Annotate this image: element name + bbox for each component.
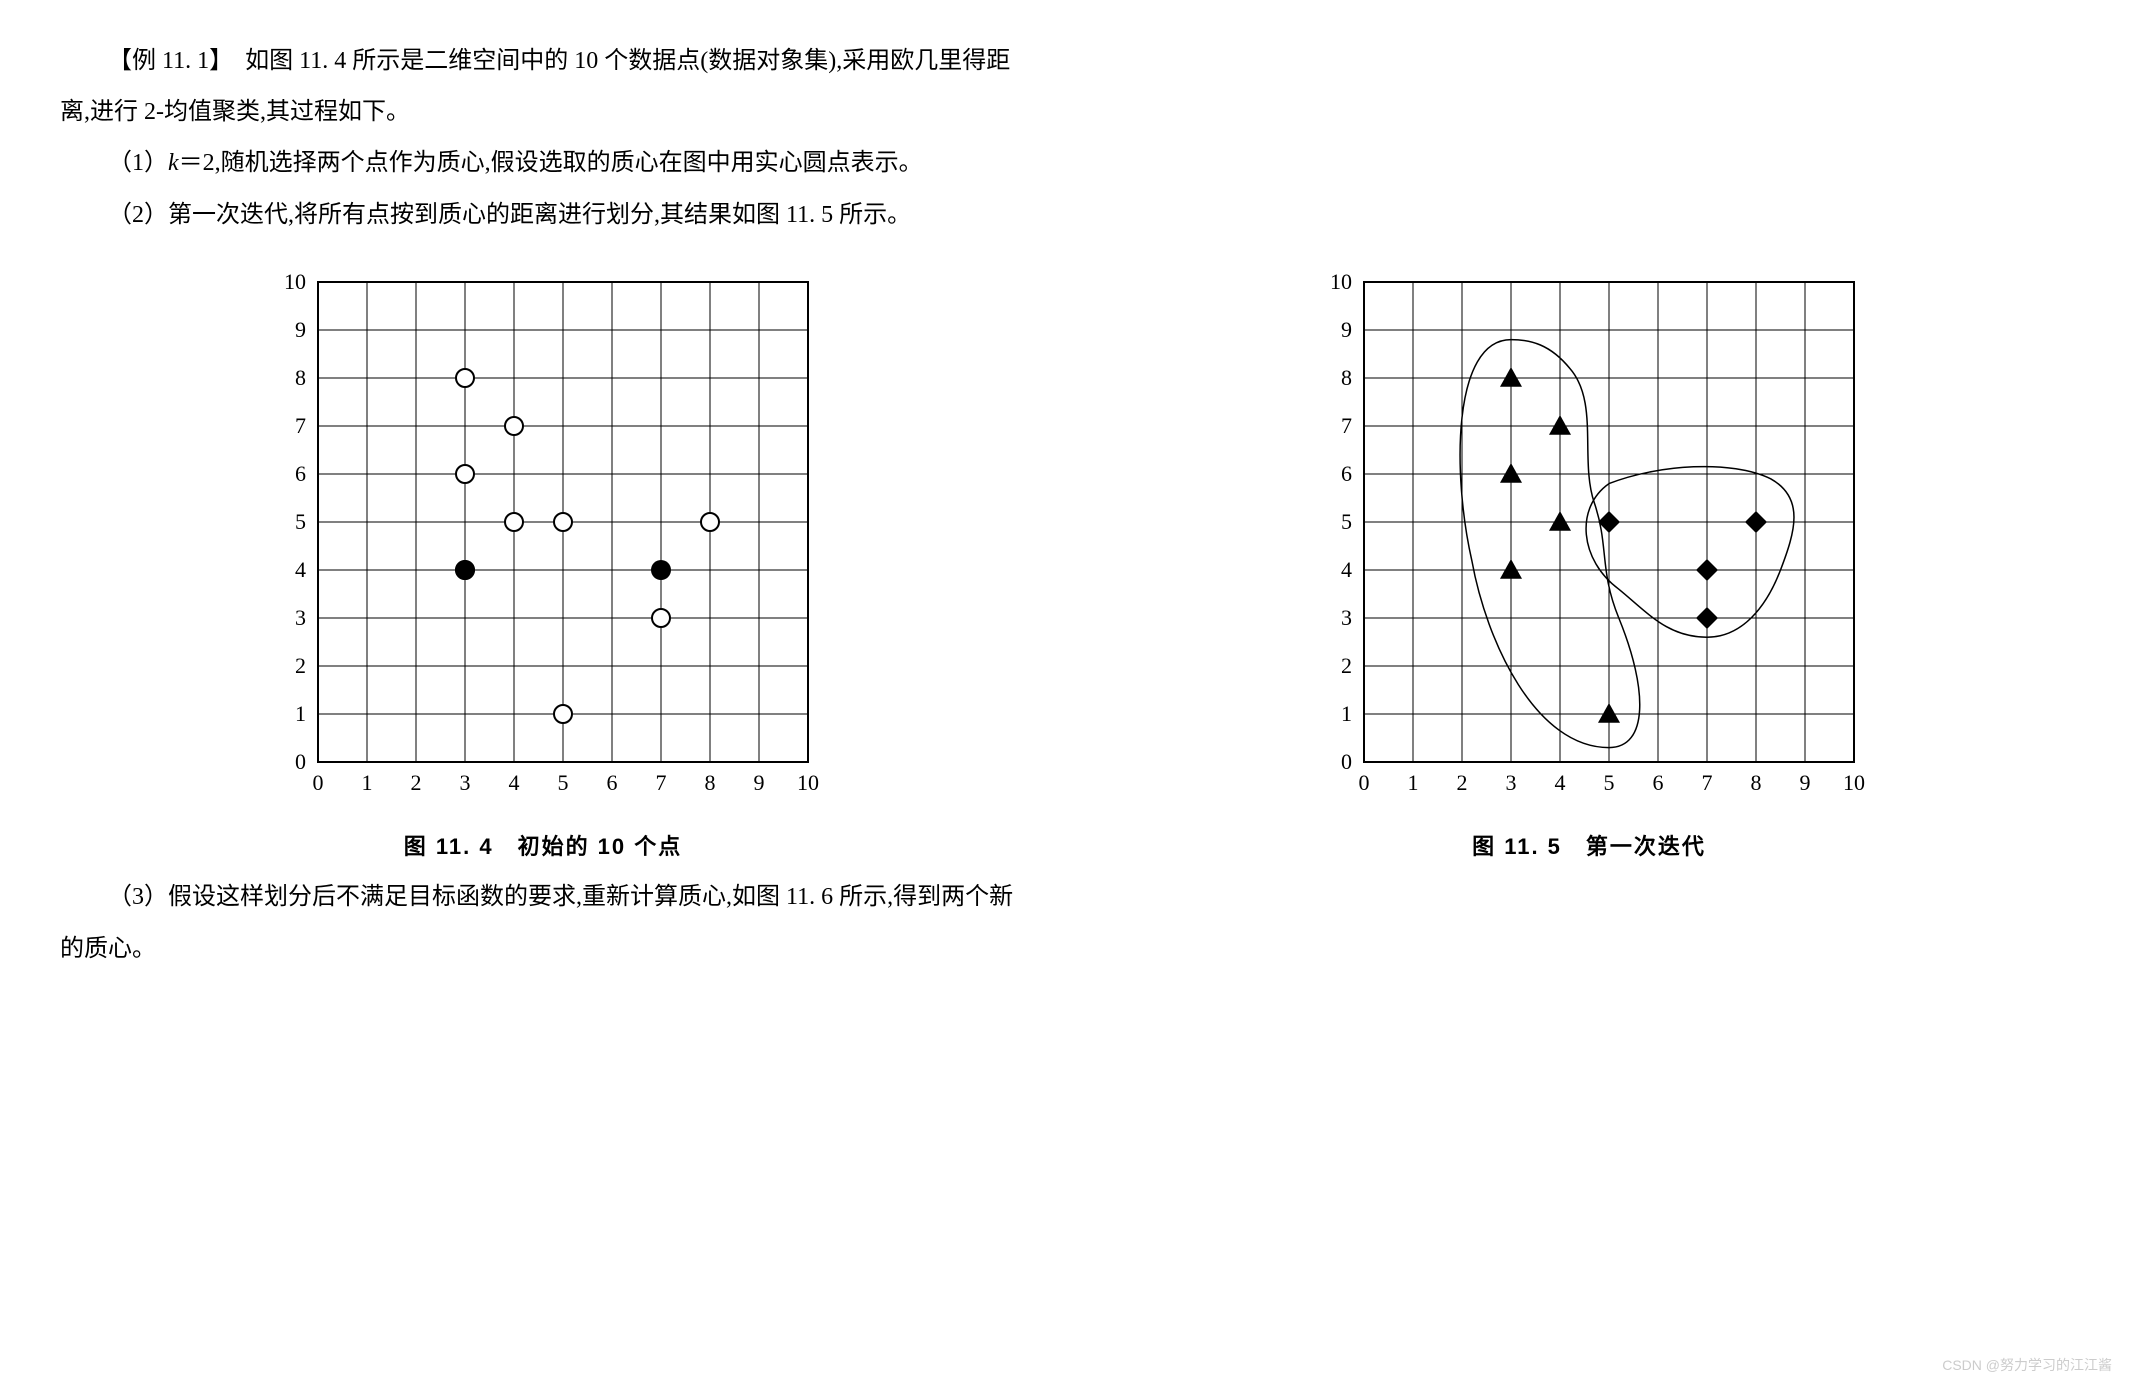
figure-11-4-caption: 图 11. 4 初始的 10 个点 xyxy=(404,827,683,867)
svg-text:10: 10 xyxy=(1330,269,1352,294)
svg-text:2: 2 xyxy=(411,770,422,795)
svg-text:1: 1 xyxy=(362,770,373,795)
open-circle-marker xyxy=(701,513,719,531)
open-circle-marker xyxy=(456,369,474,387)
svg-text:0: 0 xyxy=(1341,749,1352,774)
svg-text:1: 1 xyxy=(295,701,306,726)
open-circle-marker xyxy=(505,513,523,531)
svg-text:0: 0 xyxy=(1359,770,1370,795)
figure-11-5: 0 1 2 3 4 5 6 7 8 9 10 0 1 2 3 4 5 6 7 8 9 10 图 11. 5 第一次迭代 xyxy=(1309,267,1869,867)
figure-11-5-caption: 图 11. 5 第一次迭代 xyxy=(1472,827,1706,867)
intro-line-2: 离,进行 2-均值聚类,其过程如下。 xyxy=(60,91,2072,134)
svg-text:3: 3 xyxy=(1506,770,1517,795)
open-circle-marker xyxy=(554,513,572,531)
step1-rest: ＝2,随机选择两个点作为质心,假设选取的质心在图中用实心圆点表示。 xyxy=(179,150,923,176)
figure-11-4: 0 1 2 3 4 5 6 7 8 9 10 0 1 2 3 4 5 6 7 8 9 10 图 11. 4 初始的 10 … xyxy=(263,267,823,867)
step-2: （2）第一次迭代,将所有点按到质心的距离进行划分,其结果如图 11. 5 所示。 xyxy=(60,194,2072,237)
svg-text:3: 3 xyxy=(1341,605,1352,630)
chart-11-5-svg: 0 1 2 3 4 5 6 7 8 9 10 0 1 2 3 4 5 6 7 8 9 10 xyxy=(1309,267,1869,807)
chart-11-4-svg: 0 1 2 3 4 5 6 7 8 9 10 0 1 2 3 4 5 6 7 8 9 10 xyxy=(263,267,823,807)
svg-text:6: 6 xyxy=(295,461,306,486)
open-circle-marker xyxy=(505,417,523,435)
open-circle-marker xyxy=(456,465,474,483)
svg-text:9: 9 xyxy=(1341,317,1352,342)
open-circle-marker xyxy=(554,705,572,723)
svg-text:4: 4 xyxy=(295,557,306,582)
svg-text:8: 8 xyxy=(705,770,716,795)
intro-text-1: 【例 11. 1】 如图 11. 4 所示是二维空间中的 10 个数据点(数据对… xyxy=(108,48,1010,74)
svg-text:2: 2 xyxy=(1457,770,1468,795)
step-3-line-1: （3）假设这样划分后不满足目标函数的要求,重新计算质心,如图 11. 6 所示,… xyxy=(60,876,2072,919)
svg-text:8: 8 xyxy=(1751,770,1762,795)
svg-text:7: 7 xyxy=(1341,413,1352,438)
svg-text:10: 10 xyxy=(284,269,306,294)
svg-text:4: 4 xyxy=(1555,770,1566,795)
intro-line-1: 【例 11. 1】 如图 11. 4 所示是二维空间中的 10 个数据点(数据对… xyxy=(60,40,2072,83)
svg-text:6: 6 xyxy=(607,770,618,795)
svg-text:10: 10 xyxy=(797,770,819,795)
svg-text:7: 7 xyxy=(295,413,306,438)
svg-text:7: 7 xyxy=(656,770,667,795)
svg-text:5: 5 xyxy=(1341,509,1352,534)
svg-text:8: 8 xyxy=(295,365,306,390)
svg-text:9: 9 xyxy=(1800,770,1811,795)
svg-text:10: 10 xyxy=(1843,770,1865,795)
svg-text:7: 7 xyxy=(1702,770,1713,795)
svg-text:6: 6 xyxy=(1653,770,1664,795)
step-3-line-2: 的质心。 xyxy=(60,928,2072,971)
svg-text:6: 6 xyxy=(1341,461,1352,486)
figures-row: 012345678910012345678910 图 11. 4 初始的 10 … xyxy=(60,267,2072,867)
svg-text:2: 2 xyxy=(295,653,306,678)
filled-circle-marker xyxy=(651,560,671,580)
svg-text:9: 9 xyxy=(754,770,765,795)
svg-text:2: 2 xyxy=(1341,653,1352,678)
svg-text:0: 0 xyxy=(313,770,324,795)
svg-text:1: 1 xyxy=(1408,770,1419,795)
svg-text:5: 5 xyxy=(558,770,569,795)
svg-text:4: 4 xyxy=(1341,557,1352,582)
step1-pre: （1） xyxy=(108,150,168,176)
svg-text:3: 3 xyxy=(295,605,306,630)
svg-text:3: 3 xyxy=(460,770,471,795)
watermark: CSDN @努力学习的江江酱 xyxy=(1942,1353,2112,1378)
svg-text:5: 5 xyxy=(1604,770,1615,795)
step1-k: k xyxy=(168,150,179,176)
svg-text:0: 0 xyxy=(295,749,306,774)
svg-text:4: 4 xyxy=(509,770,520,795)
svg-text:1: 1 xyxy=(1341,701,1352,726)
svg-text:9: 9 xyxy=(295,317,306,342)
filled-circle-marker xyxy=(455,560,475,580)
svg-text:5: 5 xyxy=(295,509,306,534)
step-1: （1）k＝2,随机选择两个点作为质心,假设选取的质心在图中用实心圆点表示。 xyxy=(60,142,2072,185)
svg-text:8: 8 xyxy=(1341,365,1352,390)
open-circle-marker xyxy=(652,609,670,627)
